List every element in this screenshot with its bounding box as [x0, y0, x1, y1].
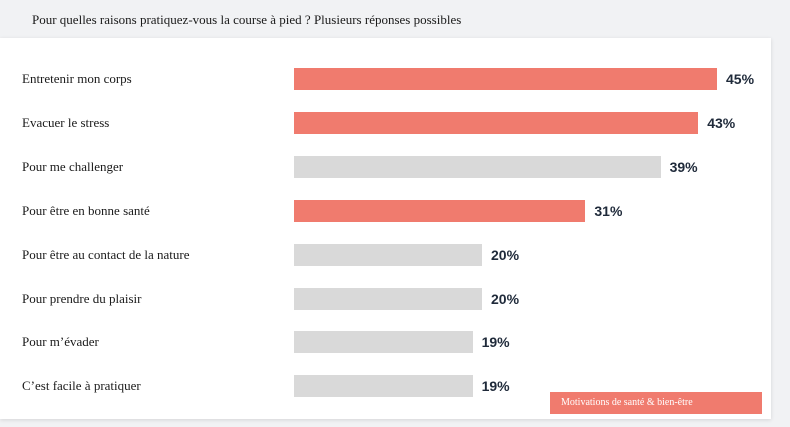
bar: [294, 375, 473, 398]
bar: [294, 199, 586, 222]
value-label: 20%: [491, 246, 520, 263]
value-label: 31%: [594, 202, 623, 219]
category-label: Pour prendre du plaisir: [22, 290, 142, 306]
value-label: 45%: [726, 71, 755, 87]
category-label: Pour m’évader: [22, 334, 99, 350]
bar: [294, 155, 661, 178]
category-label: Pour être au contact de la nature: [22, 246, 190, 262]
value-label: 19%: [481, 334, 510, 351]
bar: [294, 111, 699, 134]
value-label: 43%: [707, 114, 736, 131]
bar: [294, 331, 473, 354]
value-label: 39%: [669, 158, 698, 175]
chart-title: Pour quelles raisons pratiquez-vous la c…: [32, 12, 462, 27]
value-label: 19%: [481, 378, 510, 395]
bar: [294, 243, 482, 266]
chart-card: [0, 38, 771, 419]
value-label: 20%: [491, 290, 520, 307]
category-label: Entretenir mon corps: [22, 71, 132, 86]
category-label: C’est facile à pratiquer: [22, 378, 141, 394]
bar: [294, 68, 717, 90]
category-label: Pour être en bonne santé: [22, 202, 150, 218]
legend-highlight-entry: Motivations de santé & bien-être: [550, 392, 762, 414]
category-label: Pour me challenger: [22, 158, 124, 174]
bar: [294, 287, 482, 310]
category-label: Evacuer le stress: [22, 114, 110, 130]
